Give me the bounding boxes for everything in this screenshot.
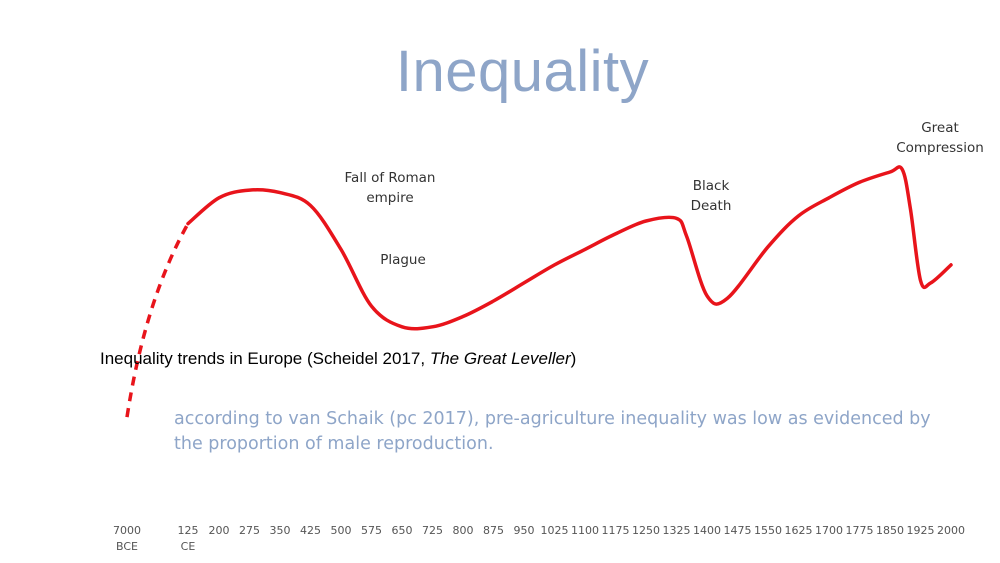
x-tick-label: 950 (514, 524, 535, 537)
x-tick-label: 1925 (907, 524, 935, 537)
van-schaik-note: according to van Schaik (pc 2017), pre-a… (174, 409, 931, 454)
series-solid-line (186, 165, 953, 331)
x-tick-label: 1625 (785, 524, 813, 537)
annotation-fall-of-roman-empire: Fall of Roman empire (344, 170, 436, 206)
x-tick-label: 1100 (571, 524, 599, 537)
x-tick-label: 1475 (724, 524, 752, 537)
x-tick-label: 425 (300, 524, 321, 537)
x-tick-label: 1250 (632, 524, 660, 537)
chart-caption: Inequality trends in Europe (Scheidel 20… (100, 349, 576, 369)
x-tick-label: 1325 (663, 524, 691, 537)
caption-text: Inequality trends in Europe (Scheidel 20… (100, 349, 430, 368)
x-tick-label: 1400 (693, 524, 721, 537)
slide-title: Inequality (395, 39, 650, 104)
annotation-great-compression: Great Compression (896, 120, 984, 156)
x-tick-label: 1025 (541, 524, 569, 537)
annotation-black-death: Black Death (690, 178, 732, 214)
x-tick-label: 7000 BCE (113, 524, 141, 553)
series-dashed-line (125, 222, 190, 418)
x-tick-label: 275 (239, 524, 260, 537)
x-tick-label: 875 (483, 524, 504, 537)
x-tick-label: 575 (361, 524, 382, 537)
x-tick-label: 500 (331, 524, 352, 537)
x-axis-ticks: 7000 BCE 125 CE 200 275 350 425 500 575 650 725 800 8… (113, 524, 965, 553)
x-tick-label: 650 (392, 524, 413, 537)
x-tick-label: 2000 (937, 524, 965, 537)
x-tick-label: 725 (422, 524, 443, 537)
x-tick-label: 200 (209, 524, 230, 537)
x-tick-label: 800 (453, 524, 474, 537)
x-tick-label: 1775 (846, 524, 874, 537)
x-tick-label: 125 CE (178, 524, 199, 553)
annotation-plague: Plague (380, 252, 426, 268)
caption-end: ) (570, 349, 577, 368)
x-tick-label: 1175 (602, 524, 630, 537)
caption-book-title: The Great Leveller (429, 349, 571, 368)
x-tick-label: 1850 (876, 524, 904, 537)
x-tick-label: 1550 (754, 524, 782, 537)
x-tick-label: 350 (270, 524, 291, 537)
x-tick-label: 1700 (815, 524, 843, 537)
